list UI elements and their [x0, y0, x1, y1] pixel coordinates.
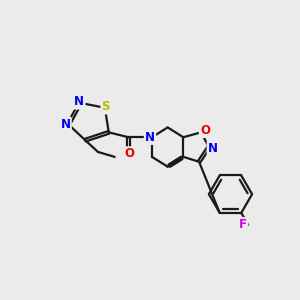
Text: N: N	[145, 131, 155, 144]
Text: N: N	[74, 95, 84, 108]
Text: N: N	[61, 118, 70, 131]
Text: F: F	[239, 218, 247, 231]
Text: O: O	[200, 124, 210, 137]
Text: N: N	[208, 142, 218, 154]
Text: O: O	[124, 147, 134, 161]
Text: S: S	[102, 100, 110, 113]
